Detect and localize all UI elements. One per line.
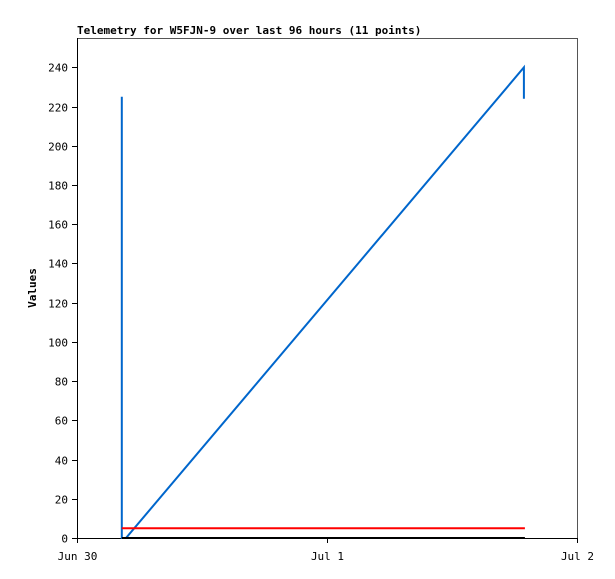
y-tick-label: 180 xyxy=(48,180,68,193)
y-tick-label: 80 xyxy=(55,376,68,389)
y-tick-label: 0 xyxy=(61,533,68,546)
y-tick-label: 240 xyxy=(48,62,68,75)
y-tick-label: 200 xyxy=(48,141,68,154)
y-axis-label: Values xyxy=(26,268,39,308)
y-tick-label: 40 xyxy=(55,455,68,468)
y-tick-label: 100 xyxy=(48,337,68,350)
y-tick-label: 120 xyxy=(48,298,68,311)
x-tick-label: Jun 30 xyxy=(58,550,98,563)
series-line-0 xyxy=(120,64,525,539)
y-tick-label: 60 xyxy=(55,415,68,428)
y-tick-label: 220 xyxy=(48,102,68,115)
y-tick-label: 140 xyxy=(48,258,68,271)
y-tick-label: 160 xyxy=(48,219,68,232)
x-tick-label: Jul 1 xyxy=(311,550,344,563)
y-tick-label: 20 xyxy=(55,494,68,507)
plot-frame xyxy=(77,38,578,539)
x-tick-label: Jul 2 xyxy=(561,550,594,563)
chart-title: Telemetry for W5FJN-9 over last 96 hours… xyxy=(77,24,421,37)
